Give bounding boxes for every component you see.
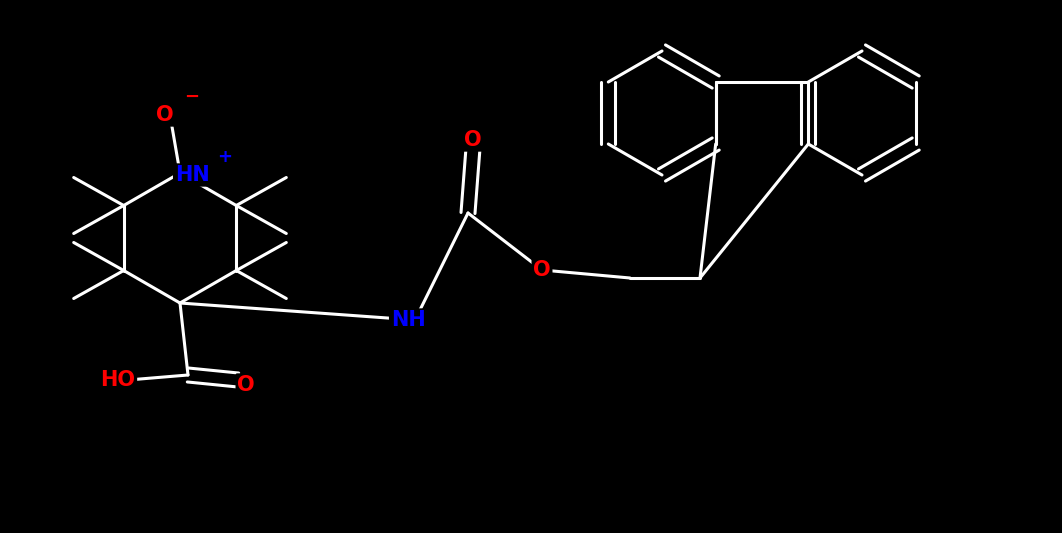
- Text: O: O: [237, 375, 255, 395]
- Text: O: O: [156, 105, 174, 125]
- Text: O: O: [533, 260, 551, 280]
- Text: O: O: [464, 130, 482, 150]
- Text: HN: HN: [174, 165, 209, 185]
- Text: +: +: [218, 148, 233, 166]
- Text: HO: HO: [101, 370, 136, 390]
- Text: NH: NH: [391, 310, 426, 330]
- Text: −: −: [185, 88, 200, 106]
